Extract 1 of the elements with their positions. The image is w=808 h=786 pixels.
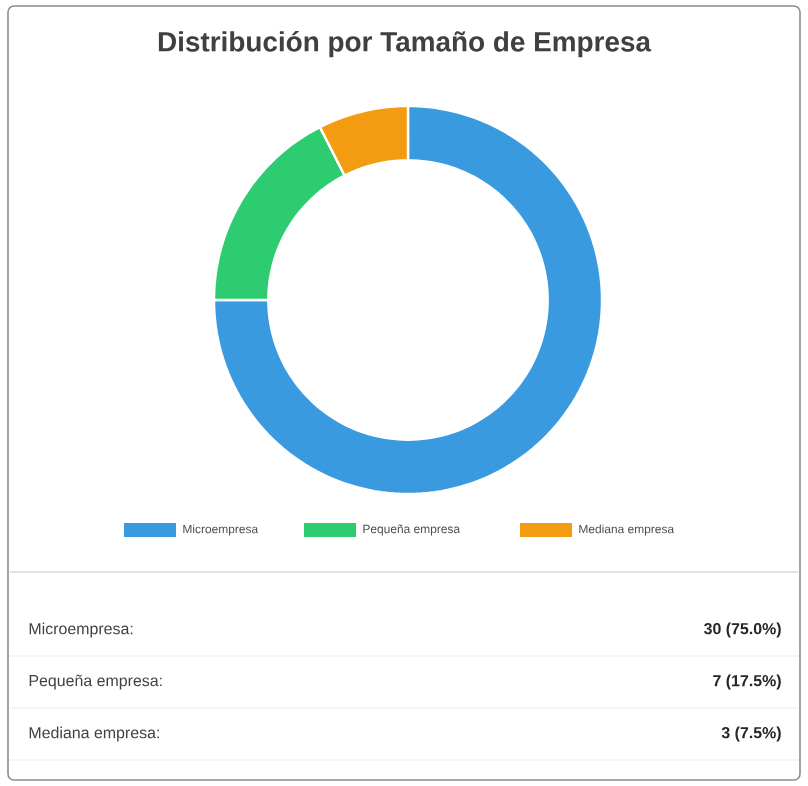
chart-title: Distribución por Tamaño de Empresa [158, 30, 652, 58]
